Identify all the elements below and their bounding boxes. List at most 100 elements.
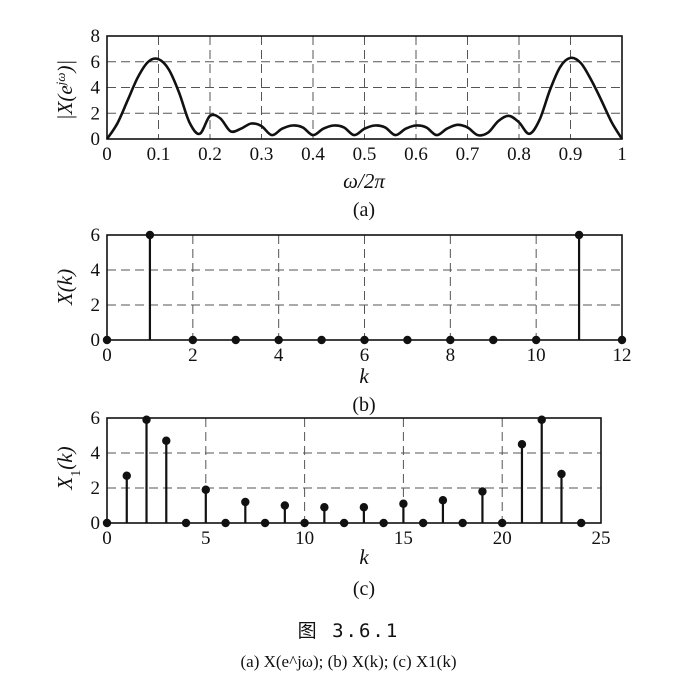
stem-marker (557, 469, 566, 479)
stem-marker (122, 471, 131, 480)
x-tick-label: 0.6 (404, 144, 428, 165)
stem-marker (617, 335, 627, 345)
panel-a-frame (106, 35, 623, 140)
panel-c-stems (102, 415, 586, 528)
panel-c-frame (106, 417, 602, 524)
stem-marker (280, 501, 290, 510)
stem-marker (438, 496, 448, 505)
panel-a-xlabel: ω/2π (343, 169, 385, 193)
x-tick-label: 5 (201, 528, 211, 549)
panel-c-grid (107, 418, 601, 523)
stem-marker (574, 230, 584, 240)
x-tick-label: 0.9 (559, 144, 583, 165)
figure-subtitle: (a) X(e^jω); (b) X(k); (c) X1(k) (240, 652, 457, 671)
x-tick-label: 0.4 (301, 144, 325, 165)
stem-marker (418, 518, 428, 528)
stem-marker (241, 497, 250, 507)
stem-marker (339, 518, 349, 528)
stem-marker (317, 335, 326, 345)
panel-b-dft: 0 2 4 6 8 10 12 0 2 4 6 X(k) k (b) (53, 225, 632, 416)
x-tick-label: 0 (102, 144, 112, 165)
panel-a-ylabel: |X(ejω)| (53, 60, 78, 121)
stem-marker (478, 487, 487, 496)
x-tick-label: 1 (617, 144, 627, 165)
stem-marker (142, 415, 151, 424)
x-tick-label: 0.1 (147, 144, 171, 165)
x-tick-label: 0 (102, 528, 112, 549)
panel-c-ylabel: X1(k) (53, 446, 84, 490)
y-tick-label: 2 (91, 103, 101, 124)
x-tick-label: 0.3 (250, 144, 274, 165)
stem-marker (145, 230, 155, 240)
y-tick-label: 4 (91, 78, 101, 99)
panel-b-stems (102, 230, 627, 345)
stem-marker (458, 518, 467, 528)
stem-marker (102, 335, 112, 345)
stem-marker (537, 415, 546, 424)
stem-marker (498, 518, 507, 528)
x-tick-label: 20 (493, 528, 512, 549)
x-tick-label: 8 (446, 345, 456, 366)
x-tick-label: 10 (527, 345, 546, 366)
stem-marker (181, 518, 191, 528)
stem-marker (399, 499, 408, 508)
stem-marker (359, 503, 369, 512)
stem-marker (300, 518, 309, 528)
stem-marker (231, 335, 240, 345)
y-tick-label: 0 (91, 330, 101, 351)
x-tick-label: 2 (188, 345, 198, 366)
stem-marker (517, 440, 527, 449)
x-tick-label: 15 (394, 528, 413, 549)
stem-marker (489, 335, 498, 345)
x-tick-label: 12 (613, 345, 632, 366)
x-tick-label: 0 (102, 345, 112, 366)
y-tick-label: 2 (91, 478, 101, 499)
x-tick-label: 10 (295, 528, 314, 549)
x-tick-label: 25 (592, 528, 611, 549)
spectrum-curve (105, 56, 624, 140)
stem-marker (446, 335, 455, 345)
x-tick-label: 0.2 (198, 144, 222, 165)
panel-c-xlabel: k (359, 545, 369, 569)
stem-marker (379, 518, 388, 528)
stem-marker (360, 335, 369, 345)
panel-b-xlabel: k (359, 364, 369, 388)
y-tick-label: 0 (91, 513, 101, 534)
y-tick-label: 6 (91, 52, 101, 73)
y-tick-label: 2 (91, 295, 101, 316)
stem-marker (162, 436, 171, 445)
x-tick-label: 0.8 (507, 144, 531, 165)
y-tick-label: 4 (91, 443, 101, 464)
stem-marker (102, 518, 112, 528)
y-tick-label: 8 (91, 26, 101, 47)
y-tick-label: 6 (91, 225, 101, 246)
panel-b-ylabel: X(k) (53, 269, 77, 306)
stem-marker (274, 335, 283, 345)
stem-marker (260, 518, 270, 528)
stem-marker (531, 335, 541, 345)
x-tick-label: 4 (274, 345, 284, 366)
stem-marker (577, 518, 586, 528)
panel-a-label: (a) (353, 199, 375, 221)
stem-marker (201, 485, 210, 494)
panel-b-ticks: 0 2 4 6 8 10 12 0 2 4 6 (91, 225, 632, 366)
y-tick-label: 4 (91, 260, 101, 281)
stem-marker (221, 518, 230, 528)
panel-c-label: (c) (353, 578, 375, 600)
x-tick-label: 0.5 (353, 144, 377, 165)
figure-number: 图 3.6.1 (297, 620, 400, 642)
stem-marker (403, 335, 412, 345)
panel-b-label: (b) (352, 394, 375, 416)
panel-b-grid (107, 235, 622, 340)
stem-marker (188, 335, 198, 345)
panel-a-grid (107, 36, 622, 139)
stem-marker (320, 503, 329, 512)
y-tick-label: 0 (91, 129, 101, 150)
x-tick-label: 6 (360, 345, 370, 366)
y-tick-label: 6 (91, 408, 101, 429)
panel-c-ticks: 0 5 10 15 20 25 0 2 4 6 (91, 408, 611, 549)
panel-c-dft: 0 5 10 15 20 25 0 2 4 6 X1(k) k (c) (53, 408, 611, 600)
